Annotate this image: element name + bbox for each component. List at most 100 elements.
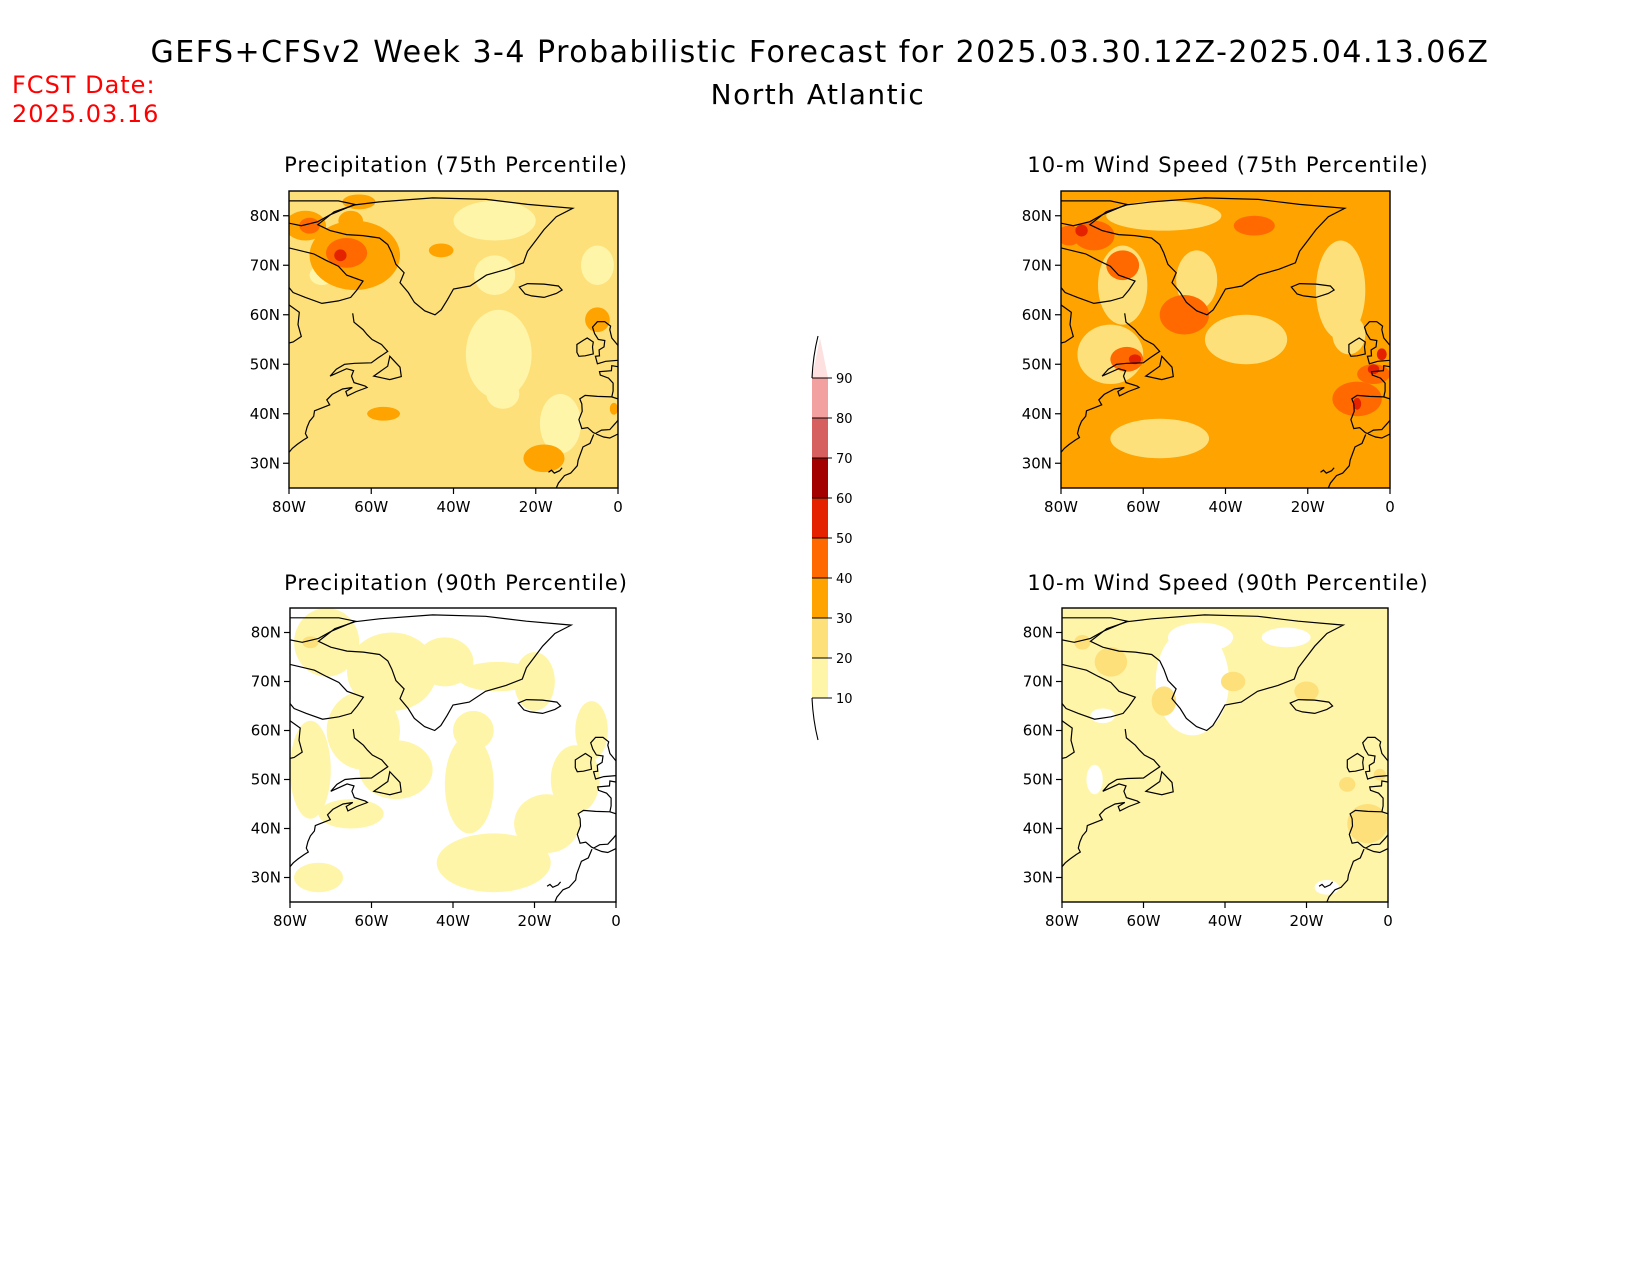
- contour-region: [486, 379, 520, 409]
- coastline: [598, 365, 618, 398]
- contour-region: [334, 249, 347, 262]
- coastline: [1327, 434, 1367, 488]
- coastline: [1062, 728, 1161, 868]
- coastline: [317, 614, 574, 732]
- contour-region: [1315, 240, 1366, 340]
- lat-tick-label: 80N: [250, 207, 280, 225]
- colorbar: 10 20 30 40 50 60 70 80 90: [811, 335, 853, 741]
- panel-title-wind-90: 10-m Wind Speed (90th Percentile): [1027, 571, 1428, 595]
- colorbar-segment: [812, 458, 828, 498]
- lon-tick-label: 60W: [1126, 498, 1160, 516]
- coastline: [372, 770, 402, 796]
- coastline: [1061, 304, 1074, 344]
- colorbar-upper-triangle: [812, 338, 828, 378]
- contour-region: [428, 243, 454, 258]
- lon-tick-label: 40W: [437, 498, 471, 516]
- coastline: [1366, 848, 1388, 854]
- coastline: [1348, 337, 1366, 357]
- figure-subtitle: North Atlantic: [711, 78, 926, 111]
- lat-tick-label: 50N: [251, 771, 281, 789]
- colorbar-segment: [812, 538, 828, 578]
- lon-tick-label: 60W: [354, 498, 388, 516]
- contour-region: [359, 740, 433, 800]
- contour-region: [436, 833, 551, 893]
- contour-region: [1094, 647, 1128, 677]
- lat-tick-label: 30N: [251, 869, 281, 887]
- lon-tick-label: 80W: [1044, 498, 1078, 516]
- coastline: [574, 752, 593, 773]
- coastline: [290, 663, 365, 720]
- lat-tick-label: 60N: [250, 306, 280, 324]
- coastline: [1062, 617, 1130, 643]
- contour-region: [1110, 346, 1144, 372]
- contour-region: [1159, 294, 1210, 335]
- coastline: [576, 809, 616, 849]
- coastline: [289, 247, 364, 305]
- lon-tick-label: 40W: [1208, 912, 1242, 930]
- contour-region: [1294, 681, 1319, 702]
- map-panel-4: 30N 40N 50N 60N 70N 80N 80W 60W 40W 20W 0: [1023, 607, 1393, 930]
- contour-region: [1110, 418, 1210, 459]
- lat-tick-label: 40N: [251, 820, 281, 838]
- contour-region: [1176, 250, 1218, 310]
- coastline: [554, 848, 593, 902]
- colorbar-label: 80: [836, 412, 853, 427]
- lat-tick-label: 30N: [1023, 869, 1053, 887]
- coastline: [1320, 467, 1335, 474]
- lon-tick-label: 0: [613, 498, 623, 516]
- figure-title: GEFS+CFSv2 Week 3-4 Probabilistic Foreca…: [151, 35, 1490, 70]
- coastline: [591, 321, 618, 365]
- colorbar-label: 50: [836, 532, 853, 547]
- coastline: [517, 698, 562, 715]
- coastline: [1368, 780, 1388, 812]
- lat-tick-label: 70N: [251, 673, 281, 691]
- contour-region: [299, 217, 320, 234]
- coastline: [1144, 770, 1174, 796]
- lat-tick-label: 30N: [250, 454, 280, 472]
- contour-region: [550, 745, 600, 814]
- coastline: [1088, 197, 1347, 316]
- coastline: [548, 467, 563, 474]
- lat-tick-label: 70N: [1023, 673, 1053, 691]
- contour-region: [1106, 200, 1222, 231]
- colorbar-segment: [812, 498, 828, 538]
- lon-tick-label: 0: [1385, 498, 1395, 516]
- lon-tick-label: 0: [1383, 912, 1393, 930]
- contour-region: [1151, 686, 1177, 716]
- coastline: [289, 200, 357, 227]
- lat-tick-label: 40N: [250, 405, 280, 423]
- panel-title-precip-75: Precipitation (75th Percentile): [284, 153, 628, 177]
- coastline: [290, 728, 389, 868]
- lon-tick-label: 40W: [1209, 498, 1243, 516]
- coastline: [578, 394, 618, 435]
- lat-tick-label: 50N: [1023, 771, 1053, 789]
- contour-region: [1204, 314, 1288, 365]
- coastline: [1363, 321, 1390, 365]
- coastline: [1062, 663, 1137, 720]
- lat-tick-label: 50N: [1022, 355, 1052, 373]
- coastline: [1290, 282, 1336, 299]
- lon-tick-label: 20W: [518, 912, 552, 930]
- coastline: [518, 282, 564, 299]
- contour-region: [1367, 364, 1380, 375]
- lon-tick-label: 40W: [436, 912, 470, 930]
- contour-region: [514, 794, 580, 853]
- lat-tick-label: 50N: [250, 355, 280, 373]
- lat-tick-label: 70N: [250, 256, 280, 274]
- lat-tick-label: 40N: [1023, 820, 1053, 838]
- lon-tick-label: 80W: [1045, 912, 1079, 930]
- colorbar-label: 70: [836, 452, 853, 467]
- contour-region: [609, 402, 618, 415]
- contour-region: [1167, 622, 1234, 653]
- contour-region: [1314, 879, 1340, 895]
- colorbar-segment: [812, 578, 828, 618]
- coastline: [1362, 736, 1388, 780]
- lat-tick-label: 80N: [1023, 624, 1053, 642]
- lat-tick-label: 60N: [1022, 306, 1052, 324]
- colorbar-segment: [812, 418, 828, 458]
- contour-region: [367, 406, 401, 421]
- contour-region: [465, 309, 532, 399]
- colorbar-label: 90: [836, 372, 853, 387]
- lat-tick-label: 40N: [1022, 405, 1052, 423]
- lon-tick-label: 0: [611, 912, 621, 930]
